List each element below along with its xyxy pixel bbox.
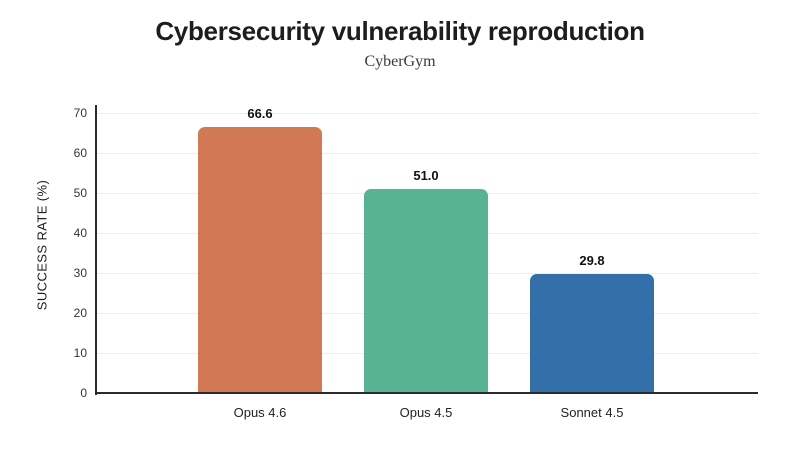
y-tick-label: 40 <box>73 226 87 240</box>
x-tick-label: Opus 4.6 <box>233 405 287 420</box>
y-tick-label: 0 <box>80 386 87 400</box>
bar-value-label: 66.6 <box>247 105 273 121</box>
x-axis-line <box>95 392 758 394</box>
x-tick-label: Opus 4.5 <box>399 405 453 420</box>
chart-subtitle: CyberGym <box>364 53 436 70</box>
bar-value-label: 29.8 <box>579 252 605 268</box>
x-tick-label: Sonnet 4.5 <box>560 405 624 420</box>
y-tick-label: 30 <box>73 266 87 280</box>
gridline <box>95 152 758 154</box>
chart-title: Cybersecurity vulnerability reproduction <box>155 16 645 46</box>
y-tick-label: 70 <box>73 106 87 120</box>
y-tick-label: 50 <box>73 186 87 200</box>
y-tick-label: 10 <box>73 346 87 360</box>
plot-area: 0 10 20 30 40 50 60 70 66.6 51.0 29.8 Opus 4.6 Opu… <box>74 105 758 420</box>
gridline <box>95 112 758 114</box>
y-axis-label: SUCCESS RATE (%) <box>34 179 50 311</box>
bar <box>364 189 488 393</box>
y-tick-label: 60 <box>73 146 87 160</box>
bar <box>198 126 322 393</box>
bar-value-label: 51.0 <box>413 168 439 183</box>
y-tick-label: 20 <box>73 306 87 320</box>
bar <box>530 273 654 393</box>
y-axis-line <box>95 105 97 395</box>
